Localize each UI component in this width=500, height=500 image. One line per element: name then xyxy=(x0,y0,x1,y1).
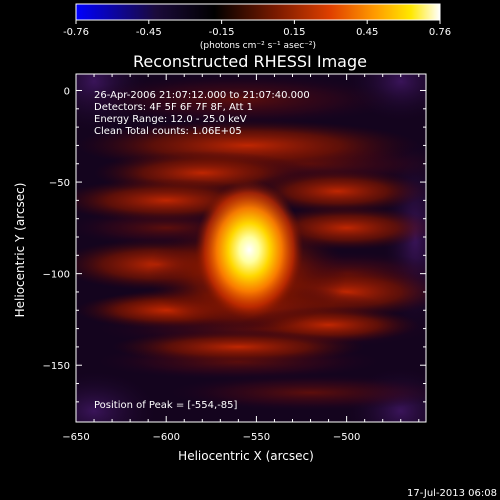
colorbar xyxy=(75,3,441,21)
info-line-energy: Energy Range: 12.0 - 25.0 keV xyxy=(94,114,247,125)
emission-blob xyxy=(166,374,426,412)
y-tick-label: −150 xyxy=(43,361,70,372)
colorbar-units: (photons cm⁻² s⁻¹ asec⁻²) xyxy=(200,41,316,51)
colorbar-tick-label: -0.15 xyxy=(209,27,235,38)
colorbar-tick-label: -0.45 xyxy=(136,27,162,38)
y-axis-ticks: −150 −100 −50 0 xyxy=(43,86,426,403)
x-tick-label: −600 xyxy=(152,432,179,443)
peak-position-text: Position of Peak = [-554,-85] xyxy=(94,400,238,411)
footer-date: 17-Jul-2013 06:08 xyxy=(407,488,497,499)
flare-core xyxy=(195,180,304,320)
info-line-clean: Clean Total counts: 1.06E+05 xyxy=(94,126,242,137)
flare-image xyxy=(76,74,426,422)
x-tick-label: −650 xyxy=(62,432,89,443)
colorbar-tick-label: 0.15 xyxy=(283,27,305,38)
y-tick-label: −100 xyxy=(43,270,70,281)
x-tick-label: −550 xyxy=(243,432,270,443)
plot-frame xyxy=(75,73,427,423)
emission-blob xyxy=(76,370,158,422)
image-area xyxy=(76,74,426,422)
colorbar-tick-label: 0.45 xyxy=(356,27,378,38)
emission-blob xyxy=(76,74,401,126)
emission-blob xyxy=(247,169,426,214)
emission-blob xyxy=(112,330,365,364)
y-axis-title: Heliocentric Y (arcsec) xyxy=(13,183,27,318)
plot-title: Reconstructed RHESSI Image xyxy=(133,52,367,71)
x-tick-label: −500 xyxy=(333,432,360,443)
colorbar-tick-label: -0.76 xyxy=(63,27,89,38)
y-tick-label: −50 xyxy=(49,178,70,189)
x-axis-title: Heliocentric X (arcsec) xyxy=(178,449,314,463)
x-axis-ticks: −650 −600 −550 −500 xyxy=(62,74,420,443)
info-line-time: 26-Apr-2006 21:07:12.000 to 21:07:40.000 xyxy=(94,90,310,101)
info-line-detectors: Detectors: 4F 5F 6F 7F 8F, Att 1 xyxy=(94,102,253,113)
colorbar-tick-label: 0.76 xyxy=(429,27,451,38)
y-tick-label: 0 xyxy=(64,86,70,97)
colorbar-ticks: -0.76 -0.45 -0.15 0.15 0.45 0.76 xyxy=(63,20,451,38)
